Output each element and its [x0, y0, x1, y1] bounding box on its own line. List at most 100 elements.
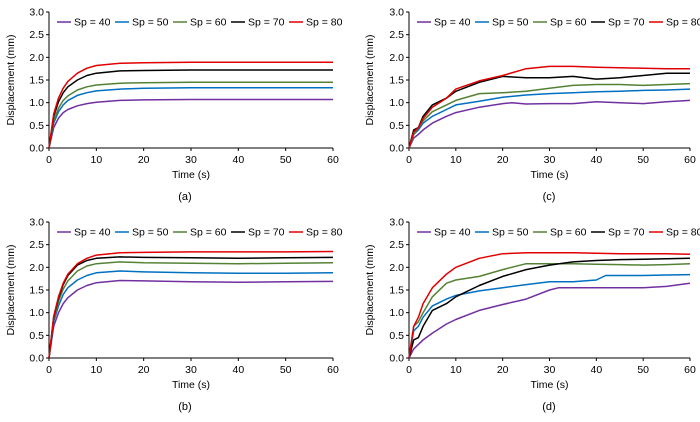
series-line-sp40 — [48, 279, 334, 359]
legend-label: Sp = 80 — [306, 17, 343, 29]
y-axis-label: Displacement (mm) — [364, 34, 376, 125]
x-tick-label: 20 — [138, 154, 150, 166]
chart-panel-a: 0.0 0.5 1.0 1.5 2.0 2.5 3.0 0 10 20 30 40 50 60 Time (… — [5, 7, 343, 204]
y-tick-label: 0.0 — [29, 143, 44, 155]
legend-label: Sp = 40 — [434, 17, 471, 29]
x-tick-label: 60 — [684, 154, 696, 166]
series-line-sp50 — [408, 88, 691, 149]
x-tick-label: 40 — [232, 364, 244, 376]
y-tick-label: 2.5 — [29, 29, 44, 41]
panel-label: (a) — [178, 191, 191, 203]
y-tick-label: 3.0 — [29, 7, 44, 19]
series-line-sp80 — [48, 61, 333, 149]
legend-label: Sp = 40 — [74, 227, 111, 239]
x-tick-label: 10 — [450, 154, 462, 166]
x-axis-label: Time (s) — [530, 169, 568, 181]
legend-label: Sp = 50 — [132, 227, 169, 239]
chart-panel-b: 0.0 0.5 1.0 1.5 2.0 2.5 3.0 0 10 20 30 40 50 60 Time (… — [5, 217, 343, 414]
x-tick-label: 30 — [185, 364, 197, 376]
y-axis-label: Displacement (mm) — [5, 244, 17, 335]
y-tick-label: 0.0 — [389, 143, 404, 155]
x-tick-label: 10 — [90, 154, 102, 166]
series-line-sp80 — [48, 250, 334, 359]
legend-label: Sp = 50 — [132, 17, 169, 29]
x-tick-label: 40 — [590, 364, 602, 376]
legend-label: Sp = 60 — [550, 17, 587, 29]
y-tick-label: 3.0 — [29, 217, 44, 229]
series-line-sp40 — [408, 99, 691, 149]
x-tick-label: 50 — [637, 154, 649, 166]
y-tick-label: 2.5 — [389, 239, 404, 251]
x-axis-label: Time (s) — [172, 379, 210, 391]
legend-label: Sp = 70 — [608, 227, 645, 239]
y-tick-label: 0.5 — [389, 330, 404, 342]
x-tick-label: 60 — [327, 364, 339, 376]
y-tick-label: 2.0 — [389, 262, 404, 274]
y-tick-label: 1.5 — [389, 75, 404, 87]
y-tick-label: 1.5 — [389, 285, 404, 297]
legend-label: Sp = 60 — [190, 17, 227, 29]
x-tick-label: 0 — [406, 154, 412, 166]
y-tick-label: 1.5 — [29, 75, 44, 87]
legend-label: Sp = 80 — [666, 227, 700, 239]
x-tick-label: 10 — [450, 364, 462, 376]
y-tick-label: 0.0 — [389, 353, 404, 365]
panel-label: (b) — [178, 401, 191, 413]
legend-label: Sp = 80 — [306, 227, 343, 239]
x-tick-label: 20 — [497, 364, 509, 376]
series-line-sp50 — [48, 86, 333, 149]
x-axis-label: Time (s) — [172, 169, 210, 181]
series-line-sp50 — [48, 270, 334, 359]
x-tick-label: 50 — [280, 364, 292, 376]
y-tick-label: 2.5 — [389, 29, 404, 41]
x-tick-label: 40 — [590, 154, 602, 166]
series-line-sp80 — [408, 65, 690, 149]
chart-panel-c: 0.0 0.5 1.0 1.5 2.0 2.5 3.0 0 10 20 30 40 50 60 Time (… — [364, 7, 700, 204]
y-tick-label: 2.0 — [389, 52, 404, 64]
y-tick-label: 2.5 — [29, 239, 44, 251]
legend-label: Sp = 50 — [492, 17, 529, 29]
series-line-sp80 — [408, 252, 691, 359]
x-tick-label: 0 — [406, 364, 412, 376]
chart-panel-d: 0.0 0.5 1.0 1.5 2.0 2.5 3.0 0 10 20 30 40 50 60 Time (… — [364, 217, 700, 414]
x-tick-label: 60 — [327, 154, 339, 166]
y-tick-label: 2.0 — [29, 52, 44, 64]
series-line-sp70 — [408, 72, 690, 149]
legend-label: Sp = 80 — [666, 17, 700, 29]
y-tick-label: 1.0 — [29, 307, 44, 319]
legend-label: Sp = 70 — [248, 17, 285, 29]
legend-label: Sp = 40 — [74, 17, 111, 29]
series-line-sp60 — [408, 262, 691, 359]
y-axis-label: Displacement (mm) — [5, 34, 17, 125]
y-tick-label: 0.5 — [389, 120, 404, 132]
y-tick-label: 1.5 — [29, 285, 44, 297]
series-line-sp70 — [408, 257, 691, 359]
panel-label: (d) — [542, 401, 555, 413]
x-tick-label: 50 — [637, 364, 649, 376]
x-tick-label: 60 — [684, 364, 696, 376]
series-line-sp40 — [408, 282, 691, 359]
y-tick-label: 2.0 — [29, 262, 44, 274]
x-tick-label: 0 — [46, 154, 52, 166]
legend-label: Sp = 40 — [434, 227, 471, 239]
legend-label: Sp = 60 — [550, 227, 587, 239]
y-tick-label: 1.0 — [389, 97, 404, 109]
series-line-sp50 — [408, 273, 691, 359]
y-tick-label: 3.0 — [389, 217, 404, 229]
x-tick-label: 50 — [280, 154, 292, 166]
x-tick-label: 20 — [138, 364, 150, 376]
panel-label: (c) — [543, 191, 556, 203]
series-line-sp40 — [48, 98, 333, 149]
x-tick-label: 20 — [497, 154, 509, 166]
legend-label: Sp = 70 — [248, 227, 285, 239]
y-tick-label: 0.5 — [29, 120, 44, 132]
x-axis-label: Time (s) — [530, 379, 568, 391]
x-tick-label: 30 — [544, 364, 556, 376]
y-axis-label: Displacement (mm) — [364, 244, 376, 335]
x-tick-label: 10 — [90, 364, 102, 376]
series-line-sp60 — [48, 81, 333, 149]
legend-label: Sp = 70 — [608, 17, 645, 29]
y-tick-label: 0.5 — [29, 330, 44, 342]
x-tick-label: 0 — [46, 364, 52, 376]
